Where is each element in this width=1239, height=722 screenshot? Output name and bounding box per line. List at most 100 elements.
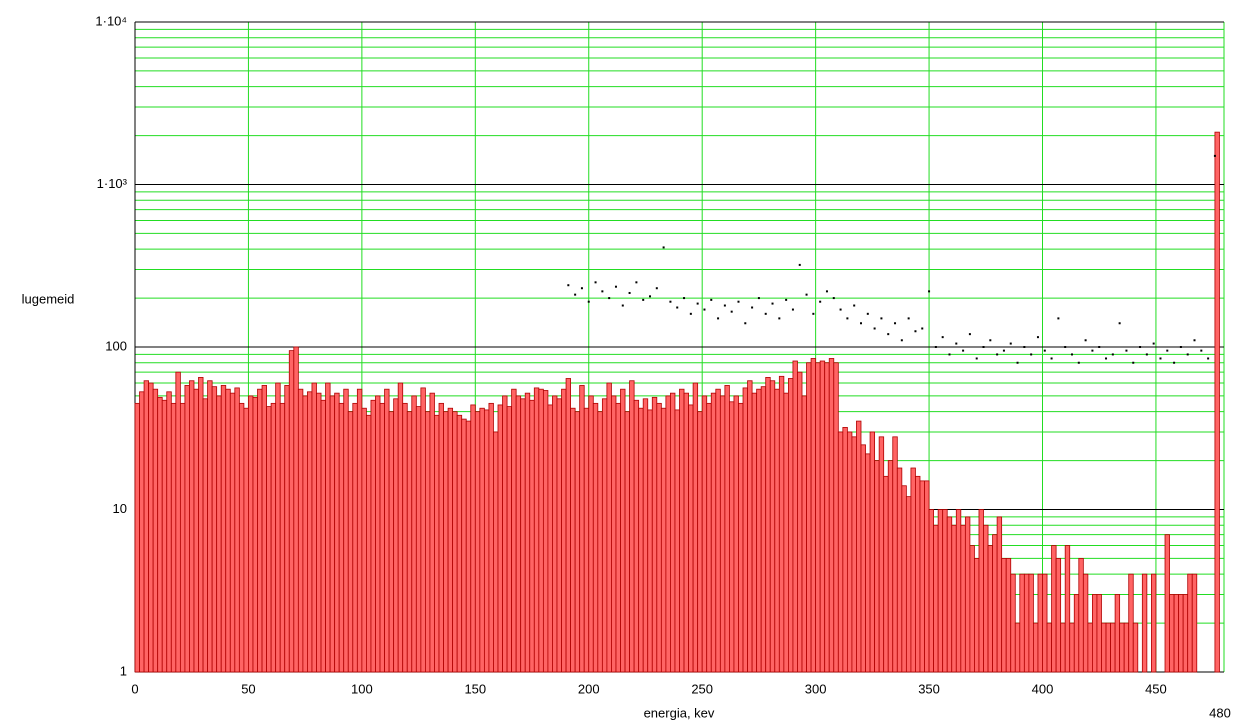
bar [878,436,885,673]
bar [647,409,653,673]
scatter-point [825,290,828,293]
bar [615,402,621,673]
y-tick-label: 1 [120,663,127,678]
bar [565,378,571,673]
bar [1082,573,1089,673]
scatter-point [934,346,937,348]
scatter-point [880,317,883,320]
bar [1069,622,1075,673]
bar [370,399,376,673]
bar [184,385,190,673]
bar [601,398,608,673]
bar [978,509,984,673]
bar [189,380,195,673]
bar [175,371,181,673]
scatter-point [717,317,720,320]
scatter-point [839,308,842,311]
bar [833,362,839,673]
bar [1051,545,1057,673]
bar [497,404,503,673]
scatter-point [1050,357,1053,360]
bar [919,480,925,673]
scatter-point [628,291,631,294]
scatter-point [860,322,862,325]
bar [1042,573,1048,673]
scatter-point [655,287,658,290]
bar [1019,573,1025,673]
scatter-point [730,310,733,313]
bar [307,391,313,673]
scatter-point [948,353,951,356]
bar [955,509,962,673]
scatter-point [744,322,747,325]
bar [892,436,898,673]
bar [1096,594,1102,673]
bar [579,385,585,673]
bar [529,399,535,673]
bar [987,545,993,673]
bar [361,407,367,673]
bar [438,402,444,673]
bar [179,402,186,673]
bar [824,362,830,673]
scatter-point [894,322,897,325]
x-tick-label: 250 [691,681,713,696]
bar [946,516,953,673]
x-tick-label: 50 [241,681,255,696]
scatter-point [1043,349,1046,352]
scatter-point [703,308,706,311]
scatter-point [1057,317,1060,320]
bar [638,407,644,673]
bar [611,395,617,673]
scatter-point [723,304,726,307]
scatter-point [1173,361,1176,364]
bar [1141,573,1148,673]
bar [329,395,336,673]
bar [316,392,322,673]
bar [570,407,576,673]
bar [556,398,562,673]
scatter-point [689,312,692,315]
x-tick-label: 480 [1209,705,1231,720]
bar [774,388,780,673]
bar [674,409,680,673]
bar [810,358,817,673]
scatter-point [764,312,767,315]
scatter-point [1166,349,1169,352]
scatter-point [1200,349,1203,352]
scatter-point [574,293,577,296]
bar [216,395,222,673]
scatter-point [1186,353,1189,356]
bar [388,411,395,673]
x-tick-label: 200 [578,681,600,696]
bar [783,392,789,673]
bar [928,509,934,673]
bar [738,402,744,673]
bar [302,395,308,673]
bar [670,392,676,673]
bar [901,485,907,673]
scatter-points [567,154,1216,364]
scatter-point [683,297,686,300]
bar [1128,573,1134,673]
bar [134,402,140,673]
bar [910,467,916,673]
x-tick-label: 450 [1145,681,1167,696]
bar [166,391,172,673]
scatter-point [669,300,672,303]
bar [1028,573,1034,673]
scatter-point [853,304,856,307]
bar [424,411,431,673]
bar [806,362,812,673]
bar [1105,622,1111,673]
bar [506,406,513,673]
bar [320,399,326,673]
bar [1187,573,1193,673]
bar [234,387,240,673]
bar [747,380,753,673]
bar [1087,622,1093,673]
bar [225,388,231,673]
bar [257,388,263,673]
bar [420,387,426,673]
scatter-point [642,298,645,301]
